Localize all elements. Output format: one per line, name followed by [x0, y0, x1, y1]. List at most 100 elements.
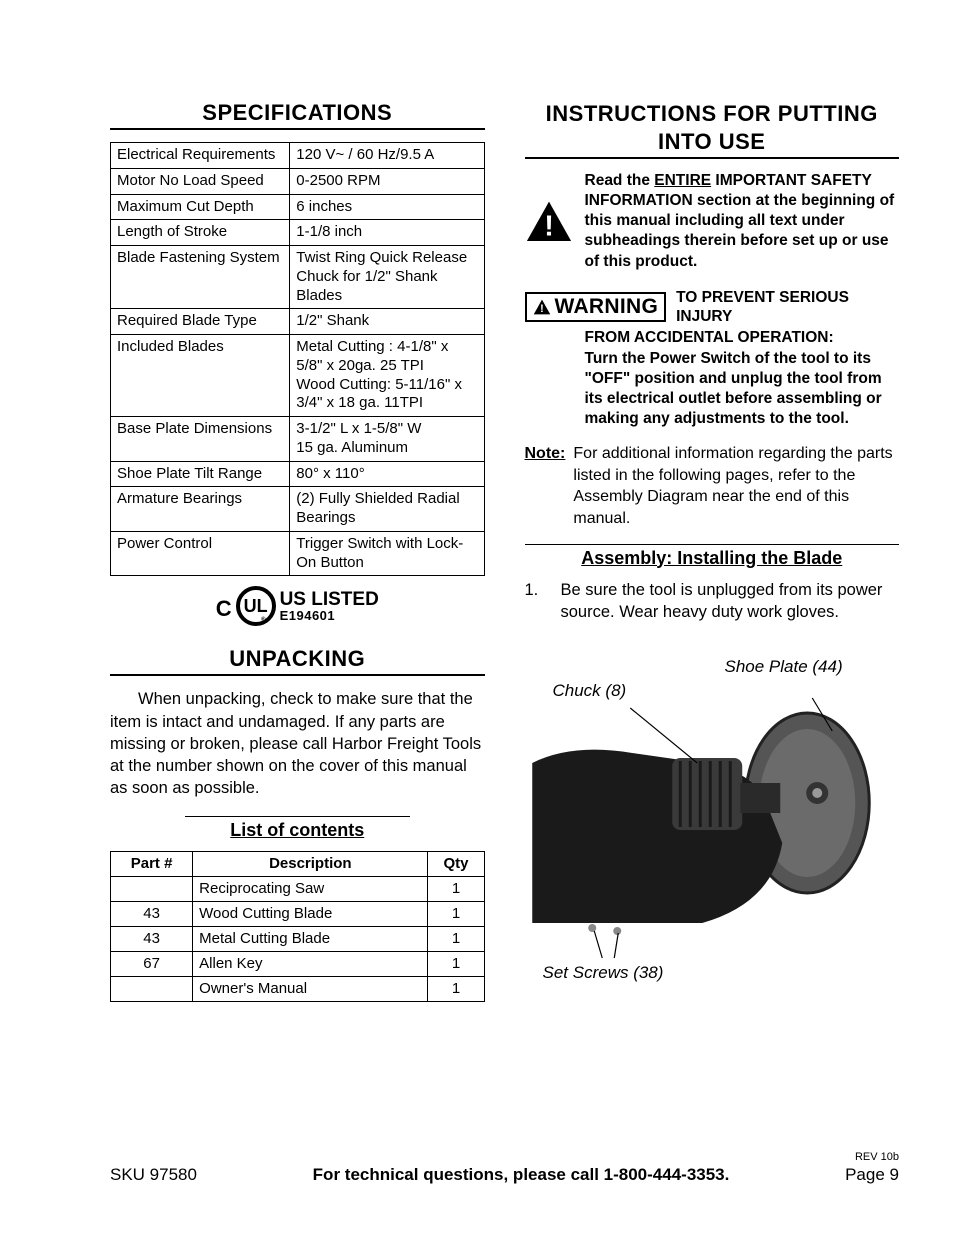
spec-key: Required Blade Type: [111, 309, 290, 335]
two-column-layout: SPECIFICATIONS Electrical Requirements12…: [110, 100, 899, 1002]
footer-support-text: For technical questions, please call 1-8…: [313, 1165, 730, 1185]
warning-lead-inline: TO PREVENT SERIOUS INJURY: [676, 288, 899, 327]
footer-sku: SKU 97580: [110, 1165, 197, 1185]
spec-value: 6 inches: [290, 194, 484, 220]
step-1-text: Be sure the tool is unplugged from its p…: [561, 579, 900, 624]
spec-value: 1-1/8 inch: [290, 220, 484, 246]
specifications-table: Electrical Requirements120 V~ / 60 Hz/9.…: [110, 142, 485, 576]
warning-triangle-icon: !: [525, 171, 573, 272]
spec-row: Blade Fastening SystemTwist Ring Quick R…: [111, 246, 485, 309]
spec-row: Included BladesMetal Cutting : 4-1/8" x …: [111, 335, 485, 417]
spec-key: Electrical Requirements: [111, 143, 290, 169]
contents-part: 67: [111, 951, 193, 976]
spec-key: Included Blades: [111, 335, 290, 417]
unpacking-heading: UNPACKING: [110, 646, 485, 676]
spec-value: 1/2" Shank: [290, 309, 484, 335]
step-1-number: 1.: [525, 579, 543, 624]
contents-qty: 1: [428, 901, 484, 926]
contents-desc: Owner's Manual: [193, 976, 428, 1001]
assembly-steps: 1. Be sure the tool is unplugged from it…: [525, 579, 900, 624]
chuck-label: Chuck (8): [553, 681, 627, 701]
spec-value: (2) Fully Shielded Radial Bearings: [290, 487, 484, 532]
contents-table: Part #DescriptionQtyReciprocating Saw143…: [110, 851, 485, 1002]
read-entire-text: Read the ENTIRE IMPORTANT SAFETY INFORMA…: [585, 171, 900, 272]
spec-row: Shoe Plate Tilt Range80° x 110°: [111, 461, 485, 487]
contents-header: Description: [193, 851, 428, 876]
contents-desc: Wood Cutting Blade: [193, 901, 428, 926]
contents-row: Reciprocating Saw1: [111, 876, 485, 901]
warning-label-text: WARNING: [555, 295, 659, 319]
unpacking-paragraph: When unpacking, check to make sure that …: [110, 688, 485, 799]
warning-box-row: ! WARNING TO PREVENT SERIOUS INJURY FROM…: [525, 288, 900, 429]
contents-row: 43Metal Cutting Blade1: [111, 926, 485, 951]
spec-key: Shoe Plate Tilt Range: [111, 461, 290, 487]
spec-value: 0-2500 RPM: [290, 168, 484, 194]
read-entire-word: ENTIRE: [654, 172, 711, 189]
contents-qty: 1: [428, 976, 484, 1001]
spec-row: Armature Bearings(2) Fully Shielded Radi…: [111, 487, 485, 532]
svg-text:!: !: [544, 210, 554, 242]
spec-key: Base Plate Dimensions: [111, 417, 290, 462]
contents-header: Part #: [111, 851, 193, 876]
warning-body: FROM ACCIDENTAL OPERATION: Turn the Powe…: [525, 328, 900, 429]
ul-number: E194601: [280, 609, 336, 622]
footer-page: Page 9: [845, 1165, 899, 1185]
spec-row: Power ControlTrigger Switch with Lock-On…: [111, 531, 485, 576]
spec-value: Trigger Switch with Lock-On Button: [290, 531, 484, 576]
warning-small-triangle-icon: !: [533, 298, 551, 316]
contents-part: 43: [111, 926, 193, 951]
contents-qty: 1: [428, 876, 484, 901]
spec-key: Power Control: [111, 531, 290, 576]
page-footer: SKU 97580 For technical questions, pleas…: [110, 1165, 899, 1185]
spec-value: 120 V~ / 60 Hz/9.5 A: [290, 143, 484, 169]
contents-qty: 1: [428, 926, 484, 951]
contents-part: [111, 876, 193, 901]
ul-listed-logo: C UL US LISTED E194601: [110, 586, 485, 626]
spec-key: Blade Fastening System: [111, 246, 290, 309]
contents-qty: 1: [428, 951, 484, 976]
specifications-heading: SPECIFICATIONS: [110, 100, 485, 130]
contents-desc: Allen Key: [193, 951, 428, 976]
step-1: 1. Be sure the tool is unplugged from it…: [525, 579, 900, 624]
contents-part: 43: [111, 901, 193, 926]
spec-row: Electrical Requirements120 V~ / 60 Hz/9.…: [111, 143, 485, 169]
spec-row: Base Plate Dimensions3-1/2" L x 1-5/8" W…: [111, 417, 485, 462]
spec-key: Armature Bearings: [111, 487, 290, 532]
contents-row: 43Wood Cutting Blade1: [111, 901, 485, 926]
spec-value: 80° x 110°: [290, 461, 484, 487]
ul-circle-icon: UL: [236, 586, 276, 626]
spec-row: Maximum Cut Depth6 inches: [111, 194, 485, 220]
read-entire-block: ! Read the ENTIRE IMPORTANT SAFETY INFOR…: [525, 171, 900, 272]
manual-page: SPECIFICATIONS Electrical Requirements12…: [0, 0, 954, 1235]
left-column: SPECIFICATIONS Electrical Requirements12…: [110, 100, 485, 1002]
contents-row: Owner's Manual1: [111, 976, 485, 1001]
contents-row: 67Allen Key1: [111, 951, 485, 976]
right-column: INSTRUCTIONS FOR PUTTING INTO USE ! Read…: [525, 100, 900, 1002]
note-row: Note: For additional information regardi…: [525, 443, 900, 529]
spec-row: Length of Stroke1-1/8 inch: [111, 220, 485, 246]
set-screws-label: Set Screws (38): [543, 963, 664, 983]
spec-row: Required Blade Type1/2" Shank: [111, 309, 485, 335]
contents-desc: Reciprocating Saw: [193, 876, 428, 901]
contents-part: [111, 976, 193, 1001]
spec-key: Motor No Load Speed: [111, 168, 290, 194]
contents-desc: Metal Cutting Blade: [193, 926, 428, 951]
ul-c-letter: C: [216, 596, 232, 622]
read-pre: Read the: [585, 172, 655, 189]
svg-text:!: !: [540, 303, 544, 315]
footer-revision: REV 10b: [855, 1151, 899, 1163]
warning-lead-rest: FROM ACCIDENTAL OPERATION:: [585, 328, 900, 348]
spec-key: Length of Stroke: [111, 220, 290, 246]
contents-header: Qty: [428, 851, 484, 876]
ul-listed-text: US LISTED: [280, 590, 379, 609]
tool-figure: Chuck (8) Shoe Plate (44) Set Screws (38…: [525, 643, 900, 983]
assembly-heading: Assembly: Installing the Blade: [525, 544, 900, 569]
spec-key: Maximum Cut Depth: [111, 194, 290, 220]
list-of-contents-heading: List of contents: [185, 816, 410, 841]
shoe-plate-label: Shoe Plate (44): [725, 657, 843, 677]
spec-row: Motor No Load Speed0-2500 RPM: [111, 168, 485, 194]
note-body: For additional information regarding the…: [573, 443, 899, 529]
note-label: Note:: [525, 443, 566, 529]
instructions-heading: INSTRUCTIONS FOR PUTTING INTO USE: [525, 100, 900, 159]
warning-instruction: Turn the Power Switch of the tool to its…: [585, 349, 900, 430]
